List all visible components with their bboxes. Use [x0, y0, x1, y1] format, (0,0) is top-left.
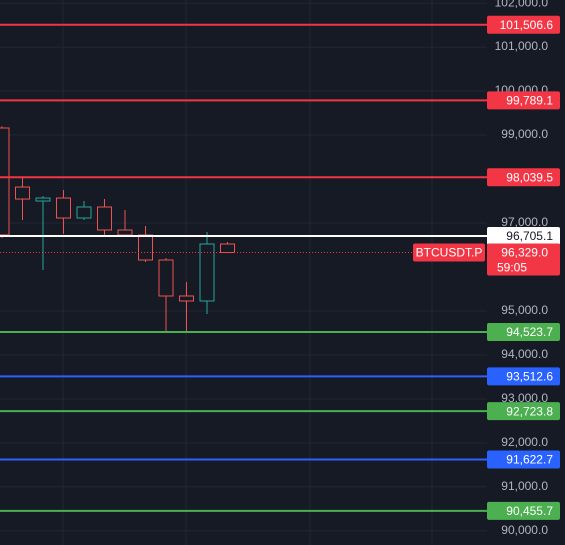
level-label: 99,789.1 [506, 94, 553, 108]
level-label: 101,506.6 [500, 18, 554, 32]
y-tick-label: 92,000.0 [501, 435, 548, 449]
level-label-box [487, 322, 560, 341]
candle-body [220, 243, 235, 254]
y-tick-label: 93,000.0 [501, 391, 548, 405]
level-label: 96,705.1 [506, 229, 553, 243]
last-price-box [487, 243, 560, 276]
y-tick-label: 94,000.0 [501, 347, 548, 361]
level-label: 94,523.7 [506, 325, 553, 339]
level-label: 91,622.7 [506, 453, 553, 467]
y-tick-label: 101,000.0 [495, 39, 549, 53]
candle-body [76, 206, 92, 219]
candle-body [56, 197, 71, 219]
level-label-box [487, 450, 560, 469]
candle-body [35, 197, 51, 202]
level-label-box [487, 226, 560, 245]
level-label-box [487, 91, 560, 110]
level-label: 93,512.6 [506, 370, 553, 384]
level-label: 98,039.5 [506, 170, 553, 184]
y-tick-label: 91,000.0 [501, 479, 548, 493]
countdown-label: 59:05 [497, 261, 527, 275]
y-tick-label: 102,000.0 [495, 0, 549, 9]
candle-body [158, 259, 174, 297]
candle-body [117, 229, 133, 236]
symbol-box [413, 243, 485, 262]
level-label-box [487, 168, 560, 187]
y-tick-label: 97,000.0 [501, 215, 548, 229]
last-price-label: 96,329.0 [501, 246, 548, 260]
candle-body [199, 243, 215, 302]
level-label: 90,455.7 [506, 504, 553, 518]
candle-body [0, 127, 10, 236]
symbol-label: BTCUSDT.P [416, 246, 483, 260]
y-tick-label: 99,000.0 [501, 127, 548, 141]
candle-body [138, 234, 153, 261]
level-label-box [487, 402, 560, 421]
level-label-box [487, 501, 560, 520]
candle-body [179, 295, 194, 302]
y-tick-label: 95,000.0 [501, 303, 548, 317]
level-label: 92,723.8 [506, 404, 553, 418]
y-tick-label: 90,000.0 [501, 523, 548, 537]
level-label-box [487, 15, 560, 34]
level-label-box [487, 367, 560, 386]
candle-body [97, 206, 112, 231]
candle-body [15, 186, 30, 200]
